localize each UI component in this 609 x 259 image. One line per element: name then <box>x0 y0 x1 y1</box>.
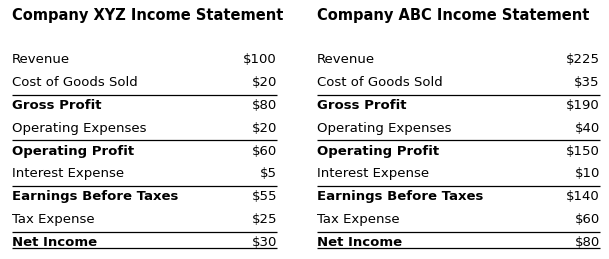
Text: $140: $140 <box>566 190 600 203</box>
Text: $100: $100 <box>244 53 277 66</box>
Text: $30: $30 <box>252 236 277 249</box>
Text: $20: $20 <box>252 76 277 89</box>
Text: $60: $60 <box>575 213 600 226</box>
Text: $5: $5 <box>260 167 277 180</box>
Text: $25: $25 <box>252 213 277 226</box>
Text: $55: $55 <box>252 190 277 203</box>
Text: Earnings Before Taxes: Earnings Before Taxes <box>12 190 178 203</box>
Text: $190: $190 <box>566 99 600 112</box>
Text: $35: $35 <box>574 76 600 89</box>
Text: $20: $20 <box>252 122 277 135</box>
Text: Interest Expense: Interest Expense <box>12 167 124 180</box>
Text: Company ABC Income Statement: Company ABC Income Statement <box>317 8 589 23</box>
Text: Company XYZ Income Statement: Company XYZ Income Statement <box>12 8 284 23</box>
Text: $80: $80 <box>575 236 600 249</box>
Text: $225: $225 <box>566 53 600 66</box>
Text: Net Income: Net Income <box>12 236 97 249</box>
Text: Revenue: Revenue <box>317 53 375 66</box>
Text: Operating Profit: Operating Profit <box>317 145 439 157</box>
Text: $10: $10 <box>574 167 600 180</box>
Text: Net Income: Net Income <box>317 236 402 249</box>
Text: Tax Expense: Tax Expense <box>12 213 95 226</box>
Text: Gross Profit: Gross Profit <box>12 99 102 112</box>
Text: $60: $60 <box>252 145 277 157</box>
Text: Cost of Goods Sold: Cost of Goods Sold <box>12 76 138 89</box>
Text: Revenue: Revenue <box>12 53 70 66</box>
Text: Cost of Goods Sold: Cost of Goods Sold <box>317 76 442 89</box>
Text: Interest Expense: Interest Expense <box>317 167 429 180</box>
Text: Gross Profit: Gross Profit <box>317 99 406 112</box>
Text: $150: $150 <box>566 145 600 157</box>
Text: Operating Expenses: Operating Expenses <box>12 122 147 135</box>
Text: $80: $80 <box>252 99 277 112</box>
Text: $40: $40 <box>575 122 600 135</box>
Text: Earnings Before Taxes: Earnings Before Taxes <box>317 190 483 203</box>
Text: Tax Expense: Tax Expense <box>317 213 400 226</box>
Text: Operating Expenses: Operating Expenses <box>317 122 451 135</box>
Text: Operating Profit: Operating Profit <box>12 145 135 157</box>
